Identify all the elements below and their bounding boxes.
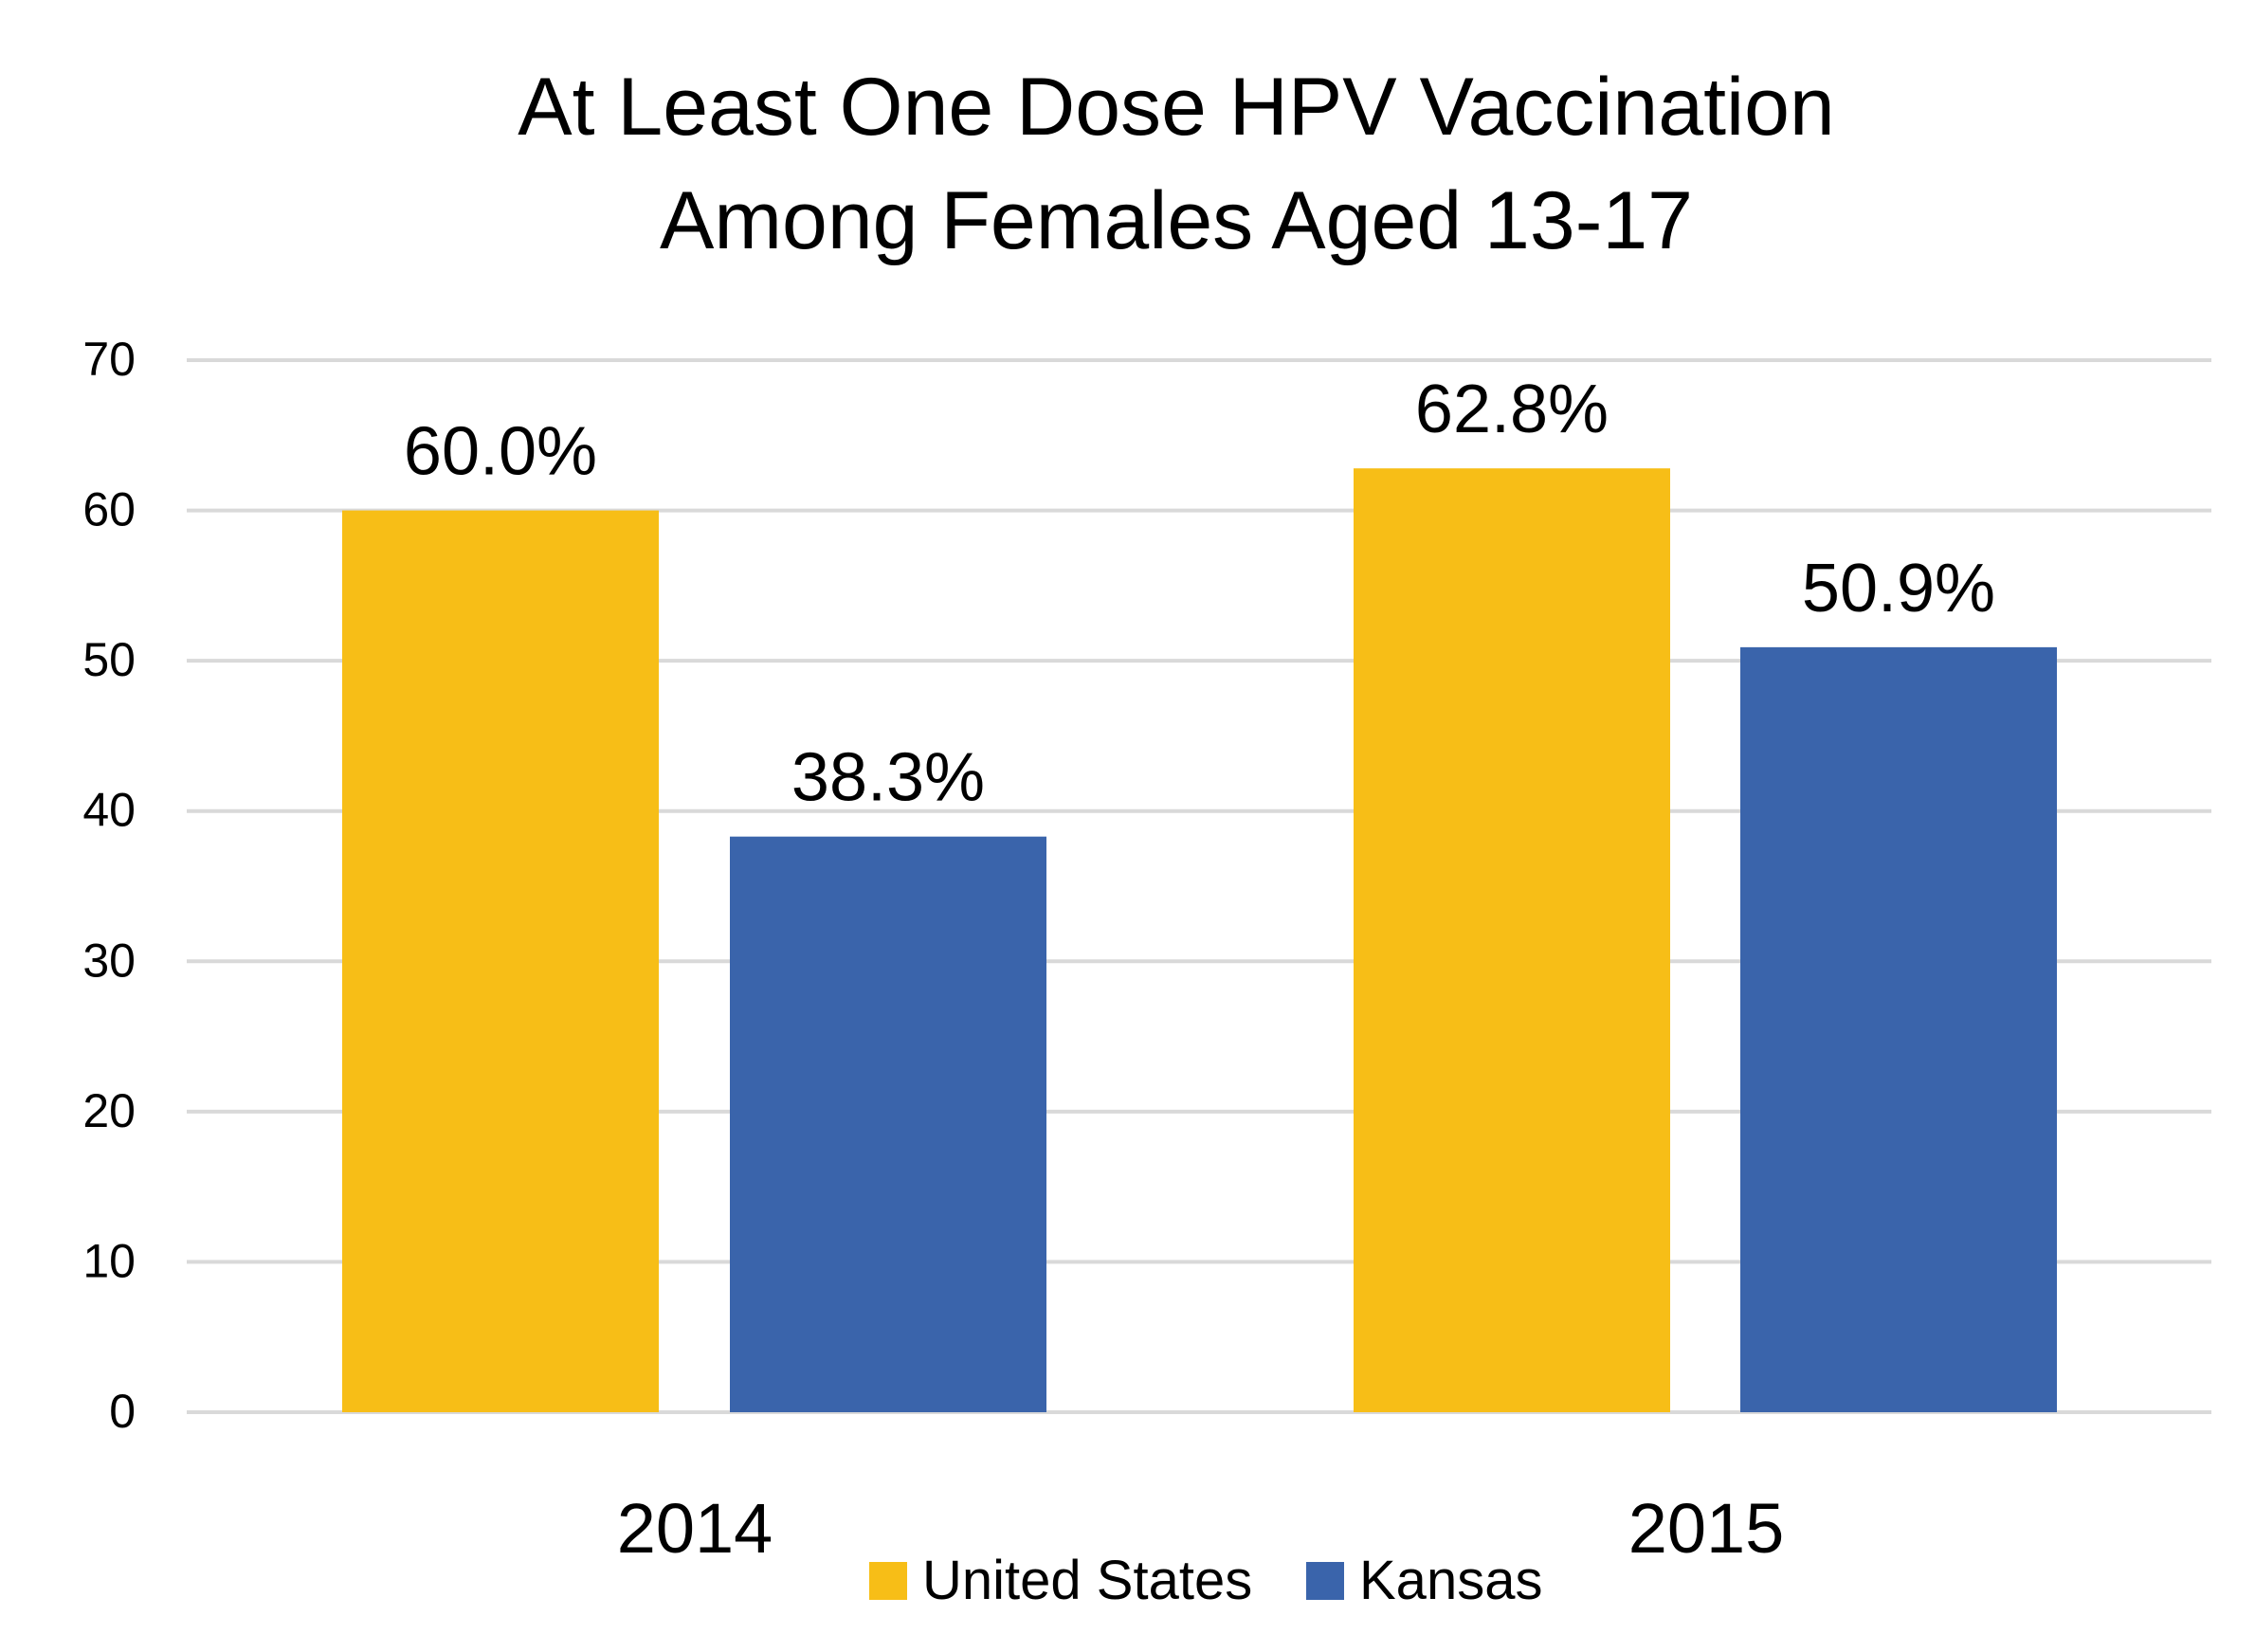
y-tick-label: 40 [82,784,136,837]
data-label: 62.8% [1415,372,1609,447]
chart-title-line-1: At Least One Dose HPV Vaccination [518,62,1834,153]
y-tick-label: 30 [82,934,136,987]
x-category-label: 2015 [1628,1489,1785,1568]
legend-swatch [1306,1562,1344,1600]
legend-swatch [869,1562,907,1600]
y-tick-label: 70 [82,333,136,386]
bar-united-states-2014 [342,510,659,1412]
x-category-label: 2014 [617,1489,773,1568]
y-tick-label: 0 [109,1385,136,1438]
y-tick-label: 60 [82,483,136,536]
legend-label: United States [922,1550,1252,1611]
y-tick-label: 20 [82,1084,136,1137]
data-labels: 60.0% 38.3% 62.8% 50.9% [404,372,1995,816]
y-axis-tick-labels: 0 10 20 30 40 50 60 70 [82,333,136,1438]
bar-kansas-2015 [1740,646,2057,1412]
bar-united-states-2015 [1354,468,1670,1413]
data-label: 50.9% [1802,551,1995,626]
legend: United States Kansas [869,1550,1542,1611]
legend-label: Kansas [1359,1550,1542,1611]
chart-title-line-2: Among Females Aged 13-17 [660,175,1693,266]
y-tick-label: 10 [82,1234,136,1287]
data-label: 38.3% [791,740,985,816]
bar-kansas-2014 [730,836,1046,1412]
y-tick-label: 50 [82,633,136,686]
x-axis-category-labels: 2014 2015 [617,1489,1785,1568]
chart-title: At Least One Dose HPV Vaccination Among … [518,62,1834,266]
bars [342,468,2057,1413]
data-label: 60.0% [404,414,597,490]
